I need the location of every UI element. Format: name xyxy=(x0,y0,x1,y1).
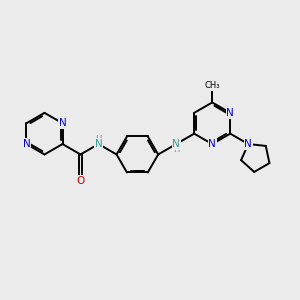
Text: O: O xyxy=(76,176,85,186)
Text: H: H xyxy=(173,145,179,154)
Text: N: N xyxy=(244,139,252,149)
Text: N: N xyxy=(172,139,180,149)
Text: CH₃: CH₃ xyxy=(205,81,220,90)
Text: N: N xyxy=(95,139,102,149)
Text: N: N xyxy=(22,139,30,149)
Text: H: H xyxy=(95,135,102,144)
Text: N: N xyxy=(226,108,234,118)
Text: N: N xyxy=(58,118,66,128)
Text: N: N xyxy=(208,139,216,149)
